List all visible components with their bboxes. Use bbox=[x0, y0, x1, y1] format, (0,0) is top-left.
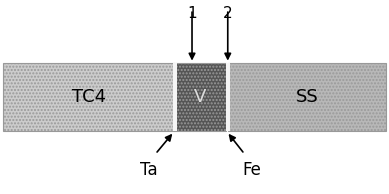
Bar bbox=[4, 62, 174, 132]
Text: Ta: Ta bbox=[140, 161, 157, 179]
Text: TC4: TC4 bbox=[72, 88, 106, 106]
Bar bbox=[226, 62, 230, 132]
Text: Fe: Fe bbox=[242, 161, 261, 179]
Bar bbox=[173, 62, 177, 132]
Text: SS: SS bbox=[296, 88, 319, 106]
Text: V: V bbox=[194, 88, 206, 106]
Bar bbox=[228, 62, 385, 132]
Bar bbox=[174, 62, 226, 132]
Text: 1: 1 bbox=[187, 6, 197, 21]
Text: 2: 2 bbox=[223, 6, 233, 21]
